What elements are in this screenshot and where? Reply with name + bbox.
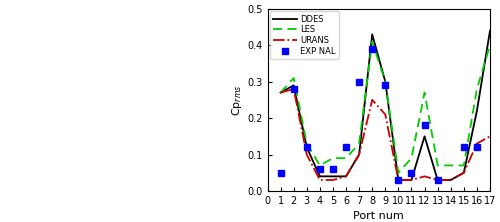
- URANS: [317, 179, 323, 181]
- URANS: [382, 113, 388, 116]
- LES: [343, 157, 349, 159]
- X-axis label: Port num: Port num: [354, 211, 404, 221]
- LES: [396, 171, 402, 174]
- EXP NAL: [474, 146, 480, 149]
- DDES: [343, 175, 349, 178]
- URANS: [434, 179, 440, 181]
- LES: [369, 40, 375, 43]
- DDES: [434, 179, 440, 181]
- LES: [317, 164, 323, 167]
- DDES: [422, 135, 428, 138]
- URANS: [461, 171, 467, 174]
- DDES: [317, 175, 323, 178]
- LES: [356, 142, 362, 145]
- Line: EXP NAL: EXP NAL: [278, 46, 479, 183]
- DDES: [487, 29, 493, 32]
- Line: DDES: DDES: [280, 31, 490, 180]
- EXP NAL: [422, 124, 428, 127]
- Line: LES: LES: [280, 42, 490, 173]
- URANS: [356, 153, 362, 156]
- LES: [487, 44, 493, 47]
- URANS: [290, 88, 296, 90]
- DDES: [408, 179, 414, 181]
- URANS: [343, 175, 349, 178]
- EXP NAL: [434, 179, 440, 181]
- URANS: [330, 179, 336, 181]
- EXP NAL: [330, 168, 336, 170]
- EXP NAL: [408, 171, 414, 174]
- DDES: [330, 175, 336, 178]
- LES: [304, 142, 310, 145]
- EXP NAL: [304, 146, 310, 149]
- DDES: [396, 179, 402, 181]
- LES: [290, 77, 296, 79]
- URANS: [369, 99, 375, 101]
- LES: [278, 91, 283, 94]
- EXP NAL: [356, 80, 362, 83]
- DDES: [448, 179, 454, 181]
- DDES: [369, 33, 375, 36]
- EXP NAL: [317, 168, 323, 170]
- URANS: [422, 175, 428, 178]
- URANS: [448, 179, 454, 181]
- DDES: [356, 153, 362, 156]
- URANS: [408, 179, 414, 181]
- LES: [408, 157, 414, 159]
- EXP NAL: [369, 48, 375, 50]
- Legend: DDES, LES, URANS, EXP NAL: DDES, LES, URANS, EXP NAL: [270, 11, 339, 59]
- DDES: [474, 109, 480, 112]
- URANS: [396, 179, 402, 181]
- LES: [422, 91, 428, 94]
- DDES: [290, 84, 296, 87]
- URANS: [487, 135, 493, 138]
- LES: [330, 157, 336, 159]
- URANS: [278, 91, 283, 94]
- URANS: [304, 153, 310, 156]
- EXP NAL: [343, 146, 349, 149]
- LES: [434, 164, 440, 167]
- EXP NAL: [396, 179, 402, 181]
- DDES: [304, 146, 310, 149]
- LES: [461, 164, 467, 167]
- EXP NAL: [461, 146, 467, 149]
- EXP NAL: [278, 171, 283, 174]
- URANS: [474, 142, 480, 145]
- LES: [474, 88, 480, 90]
- EXP NAL: [290, 88, 296, 90]
- DDES: [461, 171, 467, 174]
- LES: [382, 80, 388, 83]
- DDES: [382, 80, 388, 83]
- Y-axis label: Cp$_{rms}$: Cp$_{rms}$: [230, 84, 244, 116]
- Line: URANS: URANS: [280, 89, 490, 180]
- EXP NAL: [382, 84, 388, 87]
- LES: [448, 164, 454, 167]
- DDES: [278, 91, 283, 94]
